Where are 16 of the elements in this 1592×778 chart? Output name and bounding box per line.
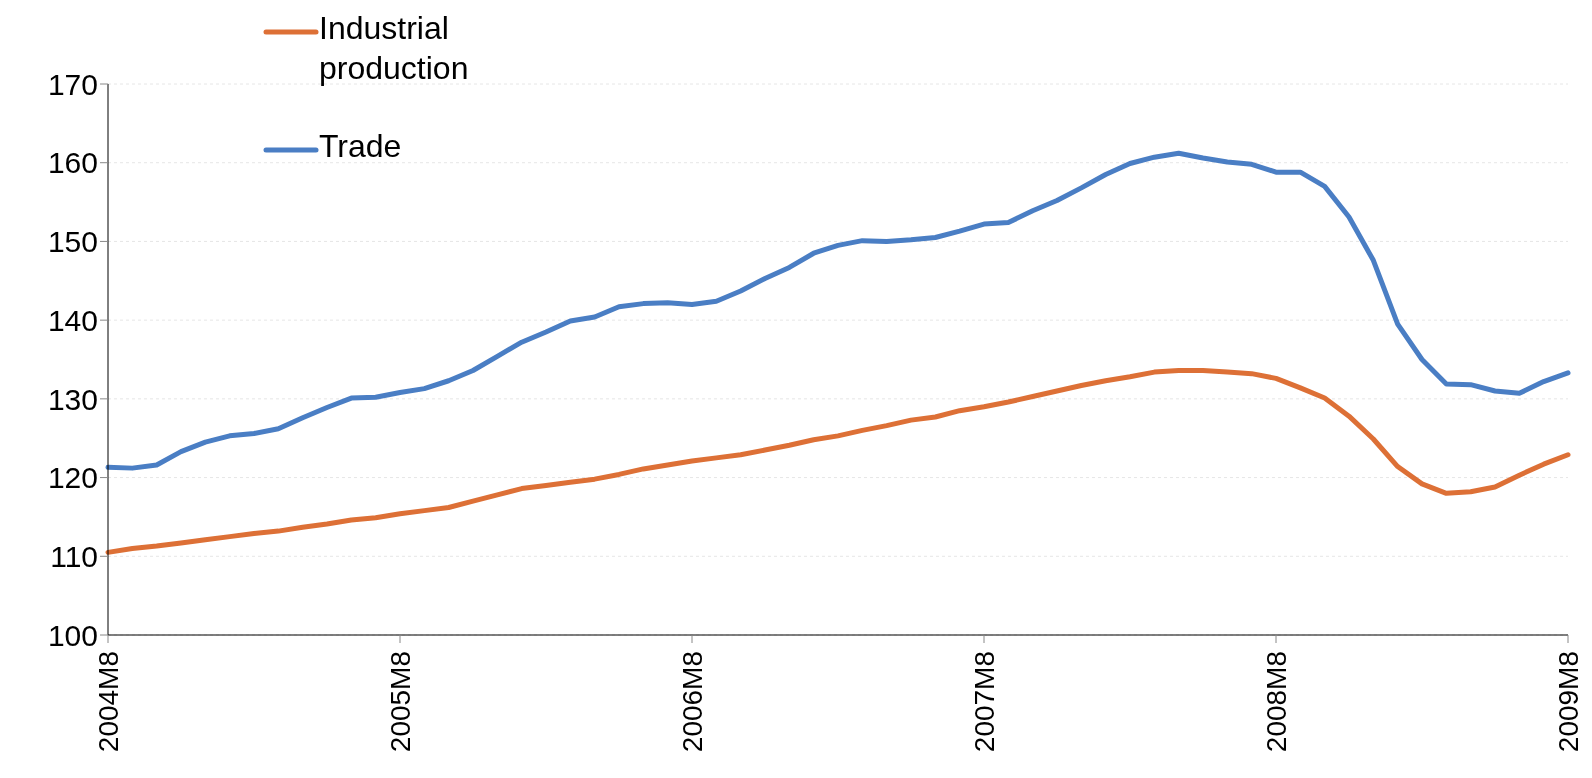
x-tick-label: 2004M8 [92, 651, 124, 753]
y-tick-label: 110 [50, 539, 98, 573]
y-tick-label: 100 [47, 618, 98, 652]
y-tick-label: 140 [47, 303, 98, 337]
y-tick-label: 150 [47, 225, 98, 259]
x-tick-label: 2009M8 [1552, 651, 1584, 753]
x-tick-label: 2006M8 [676, 651, 708, 753]
y-tick-label: 120 [47, 461, 98, 495]
legend-label: Trade [319, 127, 402, 166]
y-tick-label: 130 [47, 382, 98, 416]
x-tick-label: 2007M8 [968, 651, 1000, 753]
x-tick-label: 2008M8 [1260, 651, 1292, 753]
legend-label: Industrial production [319, 9, 470, 88]
y-tick-label: 160 [47, 146, 98, 180]
y-tick-label: 170 [47, 67, 98, 101]
x-tick-label: 2005M8 [384, 651, 416, 753]
